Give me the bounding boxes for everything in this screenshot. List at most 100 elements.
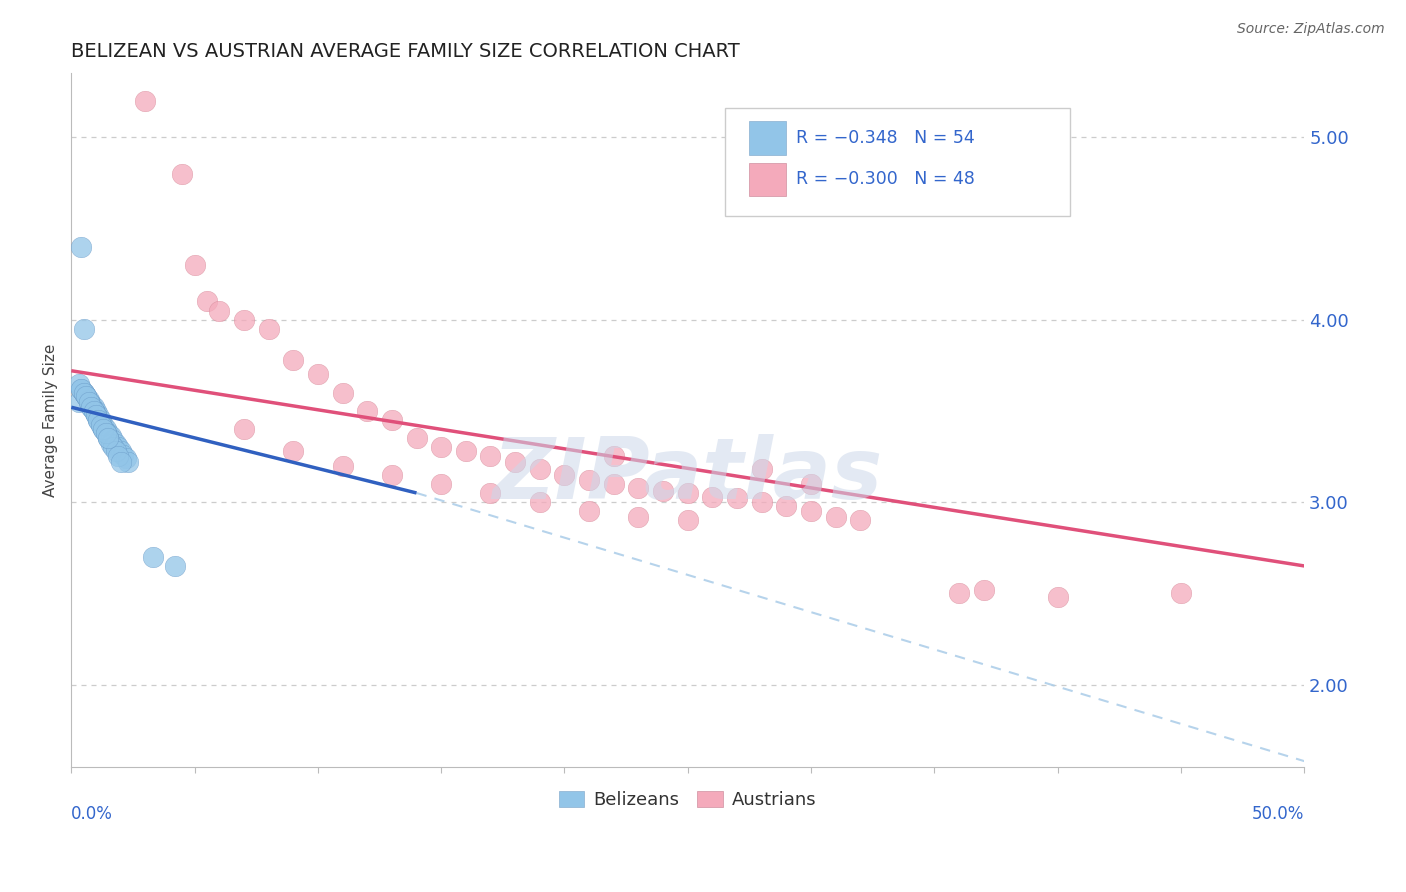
Point xyxy=(75,389,97,403)
Point xyxy=(117,455,139,469)
Point xyxy=(578,504,600,518)
Text: ZIPatlas: ZIPatlas xyxy=(492,434,883,517)
Point xyxy=(405,431,427,445)
Point xyxy=(84,404,107,418)
Point xyxy=(195,294,218,309)
Point xyxy=(208,303,231,318)
Point xyxy=(114,451,136,466)
Point xyxy=(1170,586,1192,600)
Point xyxy=(603,450,626,464)
Point xyxy=(70,382,93,396)
Point xyxy=(430,476,453,491)
Point xyxy=(232,312,254,326)
Point xyxy=(90,413,112,427)
Point xyxy=(800,476,823,491)
Point xyxy=(94,422,117,436)
Point xyxy=(72,385,94,400)
Point xyxy=(94,425,117,440)
Point xyxy=(104,444,127,458)
Point xyxy=(553,467,575,482)
Point xyxy=(83,401,105,415)
Point xyxy=(100,429,122,443)
Point xyxy=(67,394,90,409)
Point xyxy=(603,476,626,491)
Point xyxy=(110,444,132,458)
Point xyxy=(80,401,103,415)
Point xyxy=(107,450,129,464)
Point xyxy=(94,425,117,440)
Point xyxy=(110,455,132,469)
Point xyxy=(775,499,797,513)
FancyBboxPatch shape xyxy=(724,108,1070,216)
Point xyxy=(503,455,526,469)
Point xyxy=(100,436,122,450)
Point xyxy=(356,404,378,418)
Point xyxy=(93,418,115,433)
Point xyxy=(751,462,773,476)
Point xyxy=(332,458,354,473)
Point xyxy=(430,441,453,455)
Point xyxy=(80,401,103,415)
Point xyxy=(454,444,477,458)
Point xyxy=(97,425,120,440)
Point xyxy=(84,408,107,422)
Point xyxy=(72,385,94,400)
Point xyxy=(77,394,100,409)
Point xyxy=(134,94,156,108)
Text: R = −0.348   N = 54: R = −0.348 N = 54 xyxy=(796,128,974,147)
Point xyxy=(529,495,551,509)
Point xyxy=(529,462,551,476)
Point xyxy=(676,486,699,500)
Point xyxy=(578,473,600,487)
Point xyxy=(93,422,115,436)
Point xyxy=(824,509,846,524)
Point xyxy=(87,413,110,427)
Point xyxy=(70,382,93,396)
Point xyxy=(479,486,502,500)
Point xyxy=(183,258,205,272)
Point xyxy=(87,413,110,427)
FancyBboxPatch shape xyxy=(749,121,786,154)
Point xyxy=(702,490,724,504)
Point xyxy=(80,396,103,410)
Point xyxy=(112,448,135,462)
Text: R = −0.300   N = 48: R = −0.300 N = 48 xyxy=(796,170,976,188)
Point xyxy=(75,389,97,403)
Point xyxy=(307,368,329,382)
Point xyxy=(627,509,650,524)
Point xyxy=(87,408,110,422)
Point xyxy=(163,558,186,573)
Text: Source: ZipAtlas.com: Source: ZipAtlas.com xyxy=(1237,22,1385,37)
Point xyxy=(751,495,773,509)
Point xyxy=(83,404,105,418)
Point xyxy=(104,436,127,450)
Point xyxy=(84,408,107,422)
Point xyxy=(725,491,748,506)
Point xyxy=(800,504,823,518)
Point xyxy=(83,404,105,418)
Point xyxy=(283,444,305,458)
Text: BELIZEAN VS AUSTRIAN AVERAGE FAMILY SIZE CORRELATION CHART: BELIZEAN VS AUSTRIAN AVERAGE FAMILY SIZE… xyxy=(72,42,740,61)
Point xyxy=(107,441,129,455)
Point xyxy=(97,431,120,445)
Point xyxy=(142,549,165,564)
Point xyxy=(1046,590,1069,604)
Point xyxy=(75,389,97,403)
Point xyxy=(676,513,699,527)
Point xyxy=(973,582,995,597)
Point xyxy=(381,467,404,482)
Point xyxy=(103,441,125,455)
Point xyxy=(948,586,970,600)
Point xyxy=(283,352,305,367)
Point xyxy=(90,418,112,433)
Text: 50.0%: 50.0% xyxy=(1251,805,1305,823)
Point xyxy=(172,167,194,181)
Legend: Belizeans, Austrians: Belizeans, Austrians xyxy=(553,784,824,816)
Point xyxy=(90,418,112,433)
Text: 0.0%: 0.0% xyxy=(72,805,114,823)
Point xyxy=(232,422,254,436)
Point xyxy=(627,481,650,495)
Point xyxy=(849,513,872,527)
Point xyxy=(479,450,502,464)
Y-axis label: Average Family Size: Average Family Size xyxy=(44,343,58,497)
